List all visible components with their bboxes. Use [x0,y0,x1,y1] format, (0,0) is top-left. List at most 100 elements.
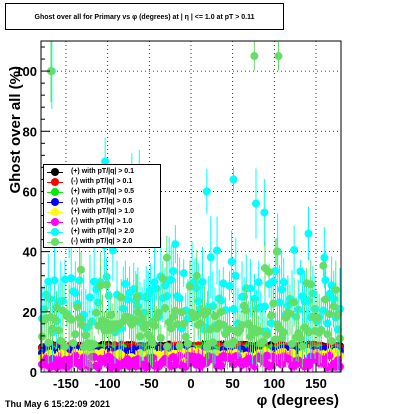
data-point [271,335,280,344]
timestamp-footer: Thu May 6 15:22:09 2021 [5,399,111,409]
data-point [169,266,178,275]
chart-title-box: Ghost over all for Primary vs φ (degrees… [5,3,284,30]
x-tick-label: -150 [53,376,79,391]
data-point [117,293,126,302]
data-point [317,326,326,335]
x-tick-label: 50 [225,376,239,391]
data-point [198,277,207,286]
data-point [77,320,86,329]
data-point [179,269,188,278]
data-point [132,292,141,301]
data-point [225,281,234,290]
legend-marker-icon [51,208,59,216]
data-point [50,276,59,285]
legend-marker-icon [51,178,59,186]
data-point [250,294,259,303]
data-point [171,240,180,249]
legend-label: (-) with pT/|q| > 1.0 [71,218,133,225]
data-point [67,274,76,283]
data-point [69,339,78,348]
legend-entry: (+) with pT/|q| > 1.0 [44,207,160,217]
data-point [320,253,329,262]
data-point [288,339,297,348]
data-point [192,271,201,280]
data-point [163,342,172,351]
chart-title: Ghost over all for Primary vs φ (degrees… [34,14,255,21]
data-point [203,307,212,316]
legend-label: (-) with pT/|q| > 2.0 [71,238,133,245]
data-point [225,325,234,334]
data-point [94,321,103,330]
data-point [135,332,144,341]
data-point [208,338,217,347]
data-point [213,246,222,255]
x-tick-label: -50 [140,376,159,391]
data-point [279,328,288,337]
legend-entry: (+) with pT/|q| > 2.0 [44,227,160,237]
data-point [331,285,340,294]
data-point [90,340,99,349]
data-point [285,309,294,318]
y-tick-label: 0 [30,365,37,380]
data-point [154,308,163,317]
data-point [304,229,313,238]
data-point [254,326,263,335]
legend-marker-icon [51,228,59,236]
data-point [60,342,69,351]
data-point [185,282,194,291]
data-point [52,303,61,312]
data-point [101,157,110,166]
legend-entry: (+) with pT/|q| > 0.1 [44,167,160,177]
data-point [106,310,115,319]
data-point [260,302,269,311]
data-point [73,302,82,311]
data-point [94,298,103,307]
data-point [160,303,169,312]
legend-label: (+) with pT/|q| > 0.1 [71,168,135,175]
data-point [96,281,105,290]
legend-label: (-) with pT/|q| > 0.5 [71,198,133,205]
x-axis-label: φ (degrees) [257,392,339,409]
data-point [167,275,176,284]
data-point [206,253,215,262]
data-point [81,331,90,340]
data-point [71,330,80,339]
data-point [44,277,53,286]
data-point [104,291,113,300]
data-point [252,199,260,208]
data-point [335,362,344,371]
data-point [196,319,205,328]
data-point [321,295,330,304]
data-point [75,276,84,285]
data-point [298,342,307,351]
data-point [173,320,182,329]
data-point [77,265,85,274]
y-tick-label: 20 [23,305,37,320]
data-point [56,336,65,345]
data-point [67,315,76,324]
data-point [162,253,171,262]
data-point [108,246,117,255]
legend-entry: (+) with pT/|q| > 0.5 [44,187,160,197]
data-point [183,339,192,348]
data-point [279,278,288,287]
data-point [50,314,59,323]
y-tick-label: 40 [23,245,37,260]
marks-layer [38,41,344,372]
data-point [177,308,186,317]
x-tick-label: 100 [263,376,285,391]
data-point [231,271,240,280]
data-point [181,332,190,341]
data-point [44,338,53,347]
data-point [260,208,269,217]
data-point [94,363,103,372]
legend-marker-icon [51,198,59,206]
data-point [150,321,159,330]
data-point [229,337,238,346]
data-point [85,293,94,302]
x-tick-label: -100 [95,376,121,391]
data-point [323,330,332,339]
series-7 [38,41,344,372]
